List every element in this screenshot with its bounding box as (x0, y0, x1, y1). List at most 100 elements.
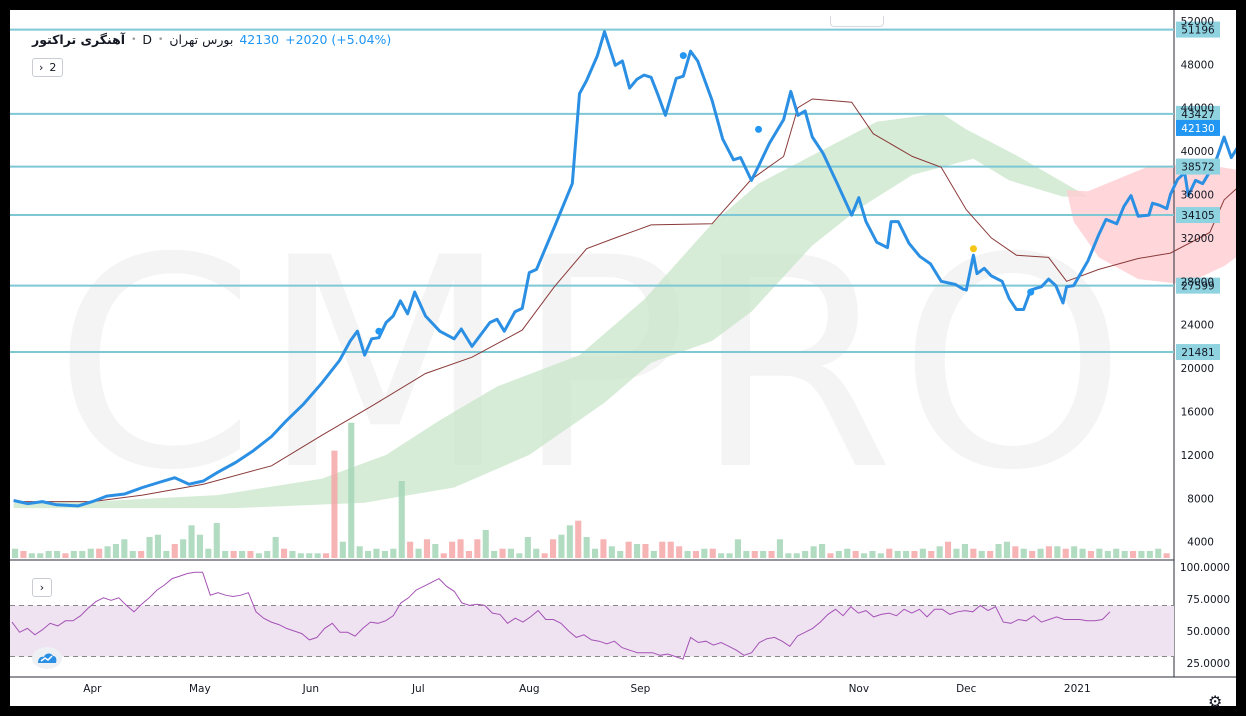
level-label: 38572 (1181, 162, 1214, 174)
date-tick-label: Apr (83, 683, 102, 695)
signal-marker[interactable] (679, 52, 687, 60)
tradingview-logo-icon[interactable] (32, 647, 62, 669)
volume-bar (239, 551, 246, 558)
volume-bar (465, 551, 472, 558)
signal-marker[interactable] (755, 125, 763, 133)
volume-bar (381, 551, 388, 558)
exchange-label: بورس تهران (169, 32, 234, 47)
volume-bar (196, 534, 203, 558)
price-tick-label: 40000 (1181, 146, 1214, 158)
volume-bar (718, 553, 725, 558)
volume-bar (188, 525, 195, 558)
gear-icon[interactable]: ⚙ (1208, 692, 1223, 711)
chart-canvas[interactable]: CMPRO 5119643427385723410527599214814000… (10, 10, 1236, 706)
last-price-label: 42130 (1181, 123, 1214, 135)
volume-bar (1079, 548, 1086, 558)
volume-bar (331, 450, 338, 558)
price-tick-label: 28000 (1181, 276, 1214, 288)
volume-bar (1037, 548, 1044, 558)
volume-bar (961, 544, 968, 558)
volume-bar (566, 525, 573, 558)
top-tab-handle[interactable] (830, 16, 884, 27)
volume-bar (524, 537, 531, 558)
volume-bar (230, 551, 237, 558)
chevron-right-icon: › (39, 61, 44, 74)
price-line[interactable] (13, 30, 1236, 508)
legend-collapse-button[interactable]: › 2 (32, 58, 64, 77)
level-label: 34105 (1181, 210, 1214, 222)
signal-marker[interactable] (1027, 288, 1035, 296)
volume-bar (70, 551, 77, 558)
volume-bar (1071, 546, 1078, 558)
signal-marker[interactable] (375, 327, 383, 335)
volume-bar (373, 548, 380, 558)
level-label: 43427 (1181, 109, 1214, 121)
volume-bar (1130, 551, 1137, 558)
volume-bar (432, 544, 439, 558)
volume-bar (617, 551, 624, 558)
rsi-tick-label: 50.0000 (1187, 626, 1230, 638)
volume-bar (650, 551, 657, 558)
level-label-bg (1176, 277, 1220, 294)
price-change: +2020 (+5.04%) (285, 32, 392, 47)
volume-bar (692, 551, 699, 558)
volume-bar (768, 551, 775, 558)
volume-bar (776, 539, 783, 558)
volume-bar (1146, 551, 1153, 558)
volume-bar (802, 551, 809, 558)
volume-bar (726, 553, 733, 558)
volume-bar (928, 551, 935, 558)
level-label-bg (1176, 344, 1220, 361)
volume-bar (491, 551, 498, 558)
volume-bar (37, 553, 44, 558)
signal-marker[interactable] (969, 245, 977, 253)
volume-bar (281, 548, 288, 558)
symbol-name[interactable]: آهنگری تراکتور (32, 32, 126, 47)
volume-bar (449, 541, 456, 558)
level-label: 27599 (1181, 281, 1214, 293)
volume-bar (701, 548, 708, 558)
price-tick-label: 4000 (1187, 537, 1214, 549)
volume-bar (222, 551, 229, 558)
separator-dot: • (131, 34, 137, 45)
interval-label[interactable]: D (142, 32, 153, 47)
rsi-line[interactable] (11, 571, 1111, 660)
volume-bar (54, 551, 61, 558)
volume-bar (642, 544, 649, 558)
volume-bar (1029, 551, 1036, 558)
volume-bar (734, 539, 741, 558)
volume-bar (558, 534, 565, 558)
volume-bar (264, 551, 271, 558)
volume-bar (785, 553, 792, 558)
rsi-tick-label: 25.0000 (1187, 658, 1230, 670)
price-value: 42130 (239, 32, 280, 47)
volume-bar (625, 541, 632, 558)
rsi-band (10, 605, 1174, 657)
price-tick-label: 52000 (1181, 16, 1214, 28)
volume-bar (541, 553, 548, 558)
volume-bar (886, 548, 893, 558)
volume-bar (608, 546, 615, 558)
volume-bar (440, 553, 447, 558)
volume-bar (1020, 548, 1027, 558)
date-tick-label: May (189, 683, 211, 695)
volume-bar (861, 553, 868, 558)
volume-bar (667, 541, 674, 558)
last-price-bg (1176, 119, 1220, 136)
cloud-bull-area (13, 113, 1089, 509)
volume-bar (171, 544, 178, 558)
price-tick-label: 44000 (1181, 103, 1214, 115)
volume-bar (423, 539, 430, 558)
volume-bar (600, 539, 607, 558)
date-tick-label: Nov (849, 683, 870, 695)
volume-bar (1104, 551, 1111, 558)
volume-bar (760, 551, 767, 558)
volume-bar (314, 553, 321, 558)
volume-bar (852, 551, 859, 558)
volume-bar (87, 548, 94, 558)
volume-bar (28, 553, 35, 558)
volume-bar (205, 548, 212, 558)
rsi-legend-collapse-button[interactable]: › (32, 578, 52, 597)
volume-bar (104, 546, 111, 558)
volume-bar (12, 548, 19, 558)
